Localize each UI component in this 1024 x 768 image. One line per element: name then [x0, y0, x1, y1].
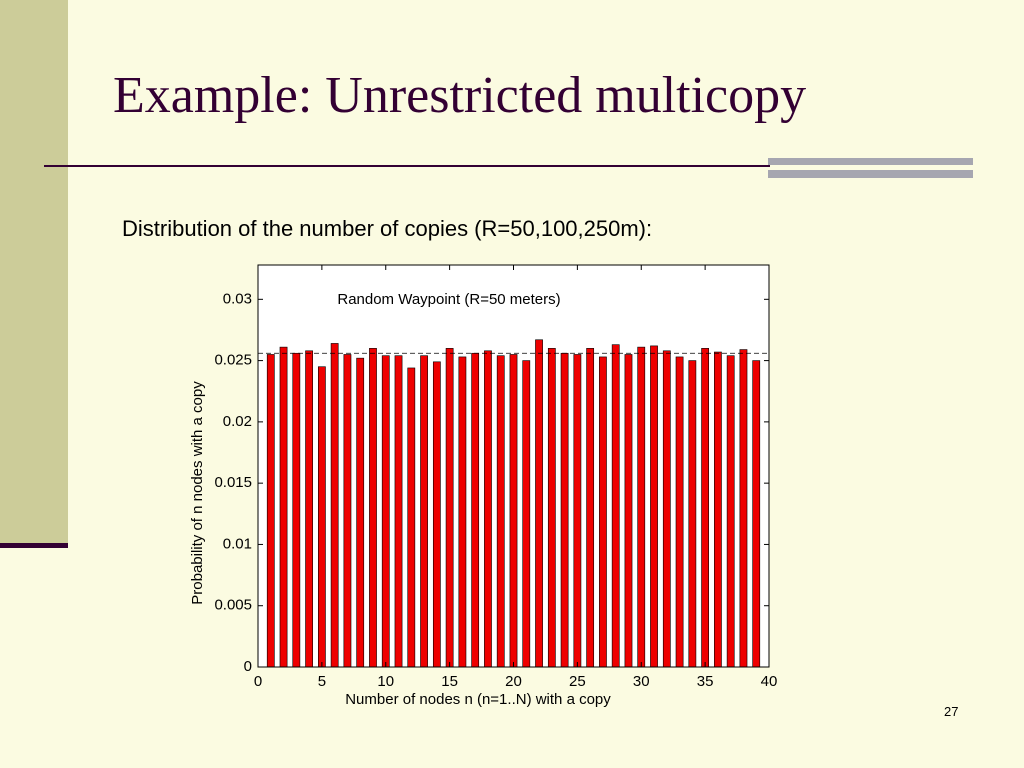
slide-title: Example: Unrestricted multicopy [113, 67, 807, 124]
bar [496, 355, 505, 668]
bar [407, 367, 416, 668]
bar [675, 356, 684, 668]
y-tick-label: 0 [244, 658, 252, 675]
bar [330, 343, 339, 668]
bar [752, 360, 761, 668]
x-tick-label: 30 [633, 673, 650, 690]
bar [509, 354, 518, 668]
bar [432, 361, 441, 668]
bar [471, 352, 480, 668]
bar [445, 348, 454, 668]
page-number: 27 [944, 704, 959, 719]
slide-subtitle: Distribution of the number of copies (R=… [122, 216, 653, 241]
x-tick-label: 15 [441, 673, 458, 690]
y-tick-label: 0.01 [223, 535, 252, 552]
bar [394, 355, 403, 668]
bar [458, 356, 467, 668]
bar [739, 349, 748, 668]
bar [369, 348, 377, 668]
side-bar [0, 0, 68, 545]
chart-title: Random Waypoint (R=50 meters) [337, 291, 560, 308]
bar [714, 351, 722, 668]
side-bar-foot [0, 543, 68, 548]
bar [662, 350, 671, 668]
bar [547, 348, 556, 668]
x-tick-label: 10 [377, 673, 394, 690]
bar [420, 355, 428, 668]
y-tick-label: 0.03 [223, 290, 252, 307]
x-tick-label: 20 [505, 673, 522, 690]
y-axis-label: Probability of n nodes with a copy [189, 381, 206, 605]
bar [650, 345, 658, 668]
title-rule [44, 165, 770, 167]
bar [279, 346, 288, 668]
bar [484, 350, 492, 668]
y-tick-label: 0.015 [214, 474, 252, 491]
decor-bar [768, 170, 973, 178]
bar [292, 352, 301, 668]
bar [726, 355, 735, 668]
y-tick-label: 0.025 [214, 352, 252, 369]
x-tick-label: 35 [697, 673, 714, 690]
bar [522, 360, 531, 668]
x-tick-label: 0 [254, 673, 262, 690]
bar [611, 344, 620, 668]
bar [701, 348, 710, 668]
decor-bar [768, 158, 973, 165]
bar [624, 354, 633, 668]
bar [381, 355, 390, 668]
y-tick-label: 0.005 [214, 597, 252, 614]
bar [343, 354, 352, 668]
bar [317, 366, 326, 668]
bar [266, 354, 275, 668]
bar [586, 348, 595, 668]
y-tick-label: 0.02 [223, 413, 252, 430]
bar [637, 346, 646, 668]
bar [573, 354, 582, 668]
x-tick-label: 5 [318, 673, 326, 690]
bar [535, 339, 543, 668]
bar [305, 350, 313, 668]
x-tick-label: 40 [761, 673, 778, 690]
bar [356, 357, 365, 668]
x-tick-label: 25 [569, 673, 586, 690]
bar [599, 356, 607, 668]
bar [688, 360, 697, 668]
x-axis-label: Number of nodes n (n=1..N) with a copy [345, 691, 611, 708]
bar [560, 352, 569, 668]
